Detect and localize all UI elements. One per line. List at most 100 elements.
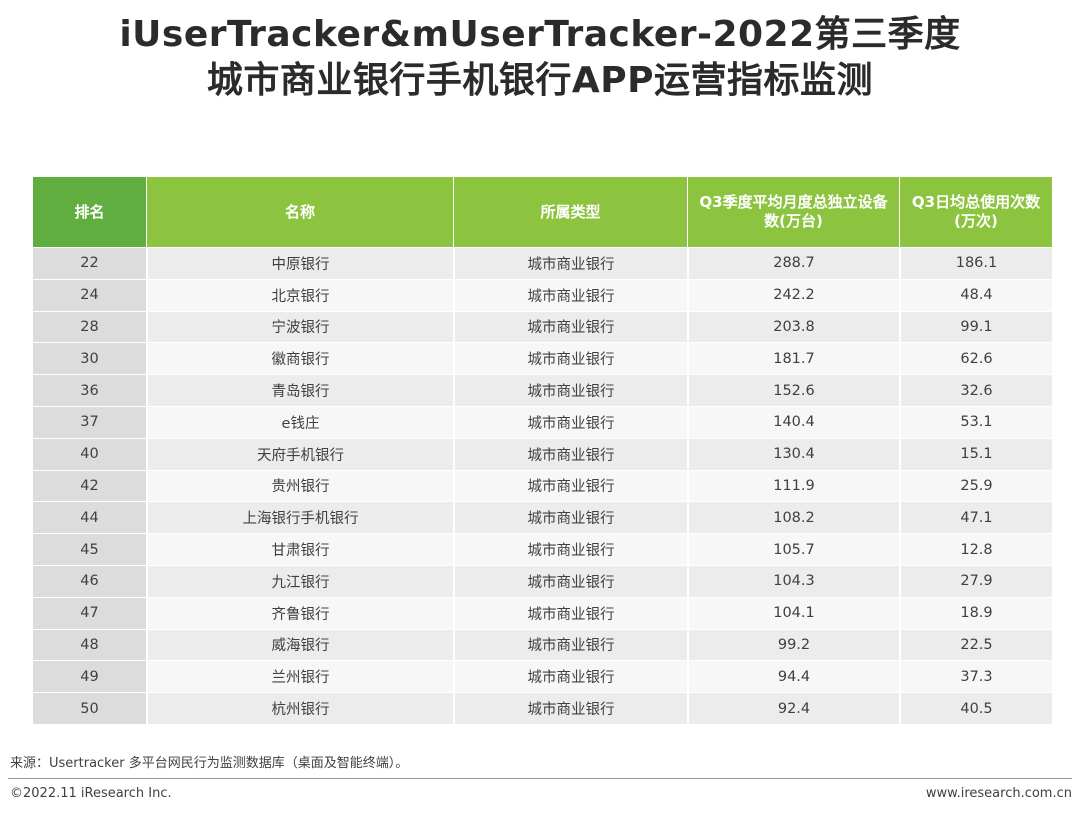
cell-usage: 186.1 [899,247,1052,279]
cell-devices: 203.8 [687,310,899,343]
header-rank: 排名 [33,177,146,247]
cell-type: 城市商业银行 [453,533,687,565]
cell-devices: 104.3 [687,564,899,597]
table-row: 28 宁波银行 城市商业银行 203.8 99.1 [33,310,1052,343]
cell-devices: 94.4 [687,660,899,693]
cell-rank: 22 [33,247,146,279]
cell-name: 徽商银行 [146,342,453,375]
cell-type: 城市商业银行 [453,247,687,279]
cell-usage: 99.1 [899,310,1052,343]
title-line-2: 城市商业银行手机银行APP运营指标监测 [206,60,874,101]
table-row: 30 徽商银行 城市商业银行 181.7 62.6 [33,342,1052,375]
cell-rank: 28 [33,310,146,343]
cell-usage: 53.1 [899,405,1052,438]
cell-type: 城市商业银行 [453,564,687,597]
cell-rank: 37 [33,405,146,438]
cell-devices: 152.6 [687,374,899,406]
cell-usage: 15.1 [899,437,1052,470]
cell-name: 青岛银行 [146,374,453,406]
table-row: 50 杭州银行 城市商业银行 92.4 40.5 [33,692,1052,724]
cell-type: 城市商业银行 [453,628,687,661]
cell-rank: 49 [33,660,146,693]
table-row: 46 九江银行 城市商业银行 104.3 27.9 [33,564,1052,597]
cell-type: 城市商业银行 [453,310,687,343]
cell-rank: 30 [33,342,146,375]
header-devices: Q3季度平均月度总独立设备 数(万台) [687,177,899,247]
source-note: 来源：Usertracker 多平台网民行为监测数据库（桌面及智能终端）。 [10,756,409,771]
cell-rank: 40 [33,437,146,470]
cell-name: 中原银行 [146,247,453,279]
cell-type: 城市商业银行 [453,405,687,438]
cell-usage: 27.9 [899,564,1052,597]
cell-name: 九江银行 [146,564,453,597]
cell-type: 城市商业银行 [453,660,687,693]
header-devices-line-1: Q3季度平均月度总独立设备 [699,193,888,211]
cell-name: e钱庄 [146,405,453,438]
header-type: 所属类型 [453,177,687,247]
cell-name: 兰州银行 [146,660,453,693]
cell-devices: 288.7 [687,247,899,279]
table-row: 22 中原银行 城市商业银行 288.7 186.1 [33,247,1052,279]
table-row: 40 天府手机银行 城市商业银行 130.4 15.1 [33,437,1052,470]
page-title: iUserTracker&mUserTracker-2022第三季度 城市商业银… [0,12,1080,104]
cell-name: 宁波银行 [146,310,453,343]
cell-devices: 242.2 [687,278,899,311]
header-name: 名称 [146,177,453,247]
copyright-text: ©2022.11 iResearch Inc. [10,786,172,801]
cell-usage: 47.1 [899,501,1052,534]
cell-rank: 45 [33,533,146,565]
title-line-1: iUserTracker&mUserTracker-2022第三季度 [119,14,961,55]
cell-devices: 92.4 [687,692,899,724]
table-header-row: 排名 名称 所属类型 Q3季度平均月度总独立设备 数(万台) Q3日均总使用次数… [33,177,1052,247]
cell-rank: 36 [33,374,146,406]
table-row: 37 e钱庄 城市商业银行 140.4 53.1 [33,405,1052,438]
cell-usage: 62.6 [899,342,1052,375]
cell-name: 威海银行 [146,628,453,661]
table-row: 49 兰州银行 城市商业银行 94.4 37.3 [33,660,1052,693]
cell-devices: 105.7 [687,533,899,565]
cell-name: 天府手机银行 [146,437,453,470]
header-usage-line-1: Q3日均总使用次数 [911,193,1041,211]
ranking-table: 排名 名称 所属类型 Q3季度平均月度总独立设备 数(万台) Q3日均总使用次数… [33,177,1052,724]
table-row: 36 青岛银行 城市商业银行 152.6 32.6 [33,374,1052,406]
cell-usage: 18.9 [899,596,1052,629]
cell-devices: 181.7 [687,342,899,375]
cell-devices: 99.2 [687,628,899,661]
cell-type: 城市商业银行 [453,692,687,724]
cell-rank: 24 [33,278,146,311]
header-usage-line-2: (万次) [954,212,998,230]
cell-type: 城市商业银行 [453,342,687,375]
cell-devices: 104.1 [687,596,899,629]
footer-divider [8,778,1072,779]
cell-name: 北京银行 [146,278,453,311]
cell-usage: 32.6 [899,374,1052,406]
cell-name: 杭州银行 [146,692,453,724]
cell-rank: 46 [33,564,146,597]
cell-type: 城市商业银行 [453,596,687,629]
cell-name: 贵州银行 [146,469,453,502]
header-usage: Q3日均总使用次数 (万次) [899,177,1052,247]
cell-rank: 48 [33,628,146,661]
cell-name: 上海银行手机银行 [146,501,453,534]
cell-usage: 37.3 [899,660,1052,693]
cell-usage: 12.8 [899,533,1052,565]
cell-usage: 40.5 [899,692,1052,724]
cell-rank: 50 [33,692,146,724]
cell-name: 齐鲁银行 [146,596,453,629]
cell-devices: 130.4 [687,437,899,470]
cell-usage: 25.9 [899,469,1052,502]
table-row: 48 威海银行 城市商业银行 99.2 22.5 [33,628,1052,661]
header-devices-line-2: 数(万台) [764,212,823,230]
table-body: 22 中原银行 城市商业银行 288.7 186.1 24 北京银行 城市商业银行 242.2 4… [33,247,1052,724]
cell-type: 城市商业银行 [453,374,687,406]
cell-type: 城市商业银行 [453,437,687,470]
cell-usage: 22.5 [899,628,1052,661]
cell-rank: 44 [33,501,146,534]
table-row: 24 北京银行 城市商业银行 242.2 48.4 [33,278,1052,311]
cell-devices: 140.4 [687,405,899,438]
table-row: 44 上海银行手机银行 城市商业银行 108.2 47.1 [33,501,1052,534]
table-row: 47 齐鲁银行 城市商业银行 104.1 18.9 [33,596,1052,629]
cell-type: 城市商业银行 [453,278,687,311]
cell-devices: 108.2 [687,501,899,534]
